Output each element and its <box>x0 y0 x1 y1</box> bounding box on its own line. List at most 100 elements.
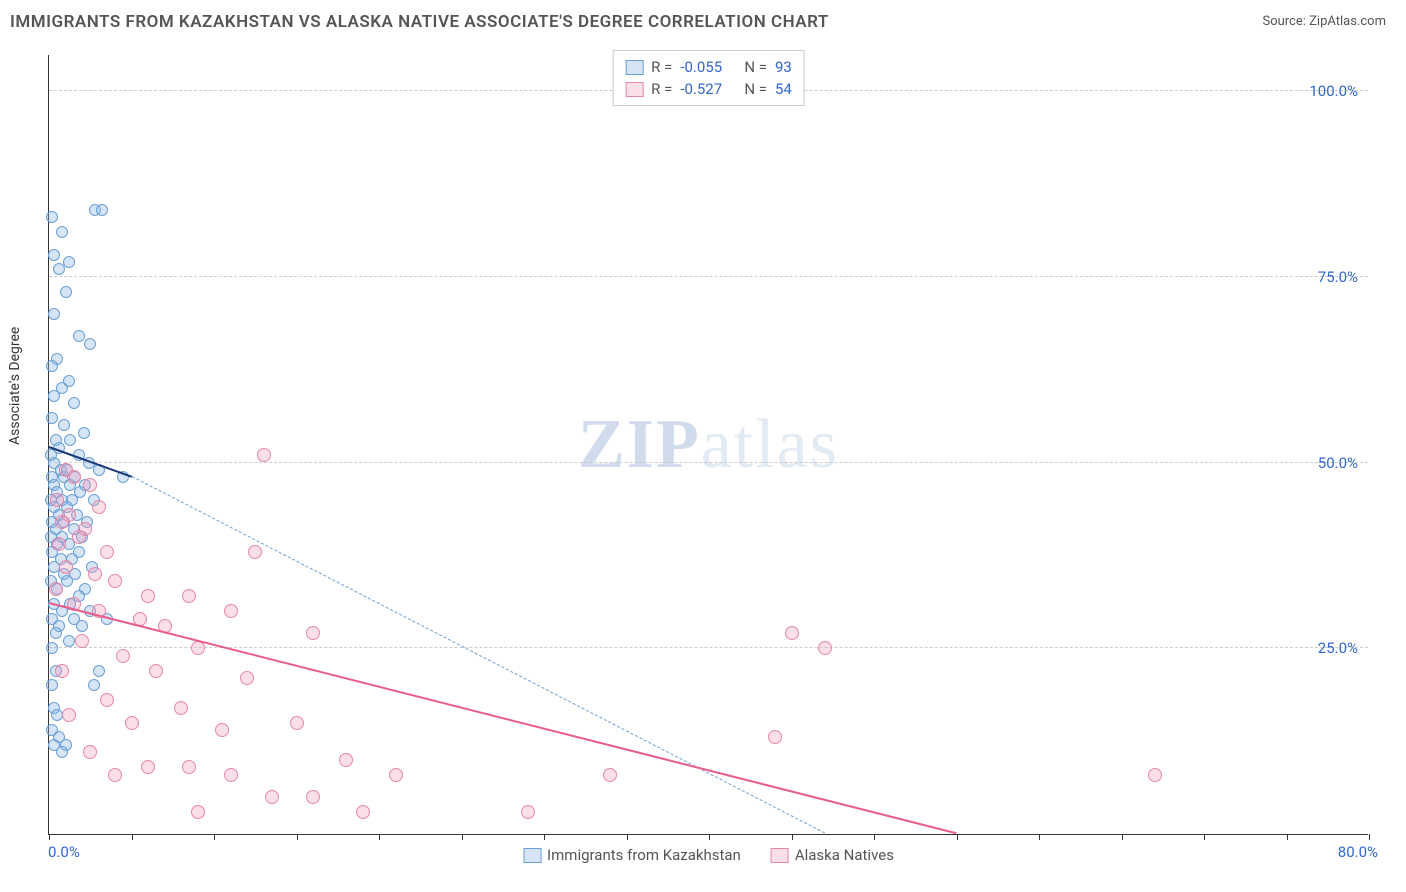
data-point <box>1148 768 1162 782</box>
data-point <box>100 545 114 559</box>
x-tick <box>957 834 958 840</box>
x-tick <box>709 834 710 840</box>
x-tick <box>379 834 380 840</box>
data-point <box>785 626 799 640</box>
legend-series: Immigrants from KazakhstanAlaska Natives <box>515 846 902 864</box>
plot-area: ZIPatlas R = -0.055N = 93R = -0.527N = 5… <box>48 55 1368 835</box>
data-point <box>306 790 320 804</box>
data-point <box>49 582 63 596</box>
x-axis-max-label: 80.0% <box>1338 843 1378 861</box>
data-point <box>356 805 370 819</box>
data-point <box>768 730 782 744</box>
data-point <box>149 664 163 678</box>
x-tick <box>1204 834 1205 840</box>
data-point <box>50 493 64 507</box>
regression-line <box>131 476 824 833</box>
data-point <box>78 427 90 439</box>
data-point <box>389 768 403 782</box>
watermark: ZIPatlas <box>578 405 839 485</box>
data-point <box>52 537 66 551</box>
data-point <box>46 360 58 372</box>
x-tick <box>49 834 50 840</box>
x-tick <box>874 834 875 840</box>
legend-stat-row: R = -0.527N = 54 <box>625 78 792 100</box>
data-point <box>88 679 100 691</box>
data-point <box>72 530 86 544</box>
data-point <box>46 412 58 424</box>
data-point <box>603 768 617 782</box>
x-tick <box>214 834 215 840</box>
x-tick <box>627 834 628 840</box>
chart-title: IMMIGRANTS FROM KAZAKHSTAN VS ALASKA NAT… <box>10 12 829 32</box>
data-point <box>55 664 69 678</box>
data-point <box>93 665 105 677</box>
data-point <box>818 641 832 655</box>
data-point <box>60 286 72 298</box>
x-tick <box>297 834 298 840</box>
data-point <box>141 760 155 774</box>
y-tick-label: 25.0% <box>1318 639 1358 657</box>
data-point <box>56 746 68 758</box>
y-axis-title: Associate's Degree <box>7 327 23 445</box>
x-tick <box>1039 834 1040 840</box>
data-point <box>62 708 76 722</box>
source-label: Source: ZipAtlas.com <box>1262 14 1386 29</box>
data-point <box>76 620 88 632</box>
data-point <box>48 308 60 320</box>
data-point <box>68 397 80 409</box>
gridline <box>49 647 1368 648</box>
data-point <box>108 574 122 588</box>
data-point <box>191 641 205 655</box>
gridline <box>49 276 1368 277</box>
y-tick-label: 50.0% <box>1318 454 1358 472</box>
legend-stat-row: R = -0.055N = 93 <box>625 56 792 78</box>
data-point <box>73 330 85 342</box>
x-tick <box>1287 834 1288 840</box>
data-point <box>46 211 58 223</box>
x-tick <box>544 834 545 840</box>
data-point <box>63 635 75 647</box>
data-point <box>46 679 58 691</box>
data-point <box>306 626 320 640</box>
data-point <box>141 589 155 603</box>
x-axis-min-label: 0.0% <box>48 843 80 861</box>
legend-stats: R = -0.055N = 93R = -0.527N = 54 <box>612 50 805 106</box>
data-point <box>265 790 279 804</box>
regression-line <box>49 602 957 834</box>
data-point <box>125 716 139 730</box>
data-point <box>84 338 96 350</box>
y-tick-label: 100.0% <box>1309 82 1358 100</box>
data-point <box>50 627 62 639</box>
data-point <box>63 256 75 268</box>
data-point <box>191 805 205 819</box>
data-point <box>182 760 196 774</box>
x-tick <box>1369 834 1370 840</box>
data-point <box>248 545 262 559</box>
data-point <box>224 604 238 618</box>
data-point <box>290 716 304 730</box>
data-point <box>48 249 60 261</box>
x-tick <box>1122 834 1123 840</box>
data-point <box>46 642 58 654</box>
x-tick <box>132 834 133 840</box>
data-point <box>83 478 97 492</box>
data-point <box>67 470 81 484</box>
data-point <box>100 693 114 707</box>
data-point <box>92 500 106 514</box>
data-point <box>116 649 130 663</box>
data-point <box>55 515 69 529</box>
data-point <box>240 671 254 685</box>
data-point <box>88 567 102 581</box>
x-tick <box>462 834 463 840</box>
data-point <box>64 434 76 446</box>
data-point <box>75 634 89 648</box>
legend-series-item: Alaska Natives <box>771 846 894 864</box>
data-point <box>521 805 535 819</box>
data-point <box>257 448 271 462</box>
data-point <box>96 204 108 216</box>
data-point <box>224 768 238 782</box>
data-point <box>59 560 73 574</box>
data-point <box>58 419 70 431</box>
data-point <box>215 723 229 737</box>
data-point <box>182 589 196 603</box>
